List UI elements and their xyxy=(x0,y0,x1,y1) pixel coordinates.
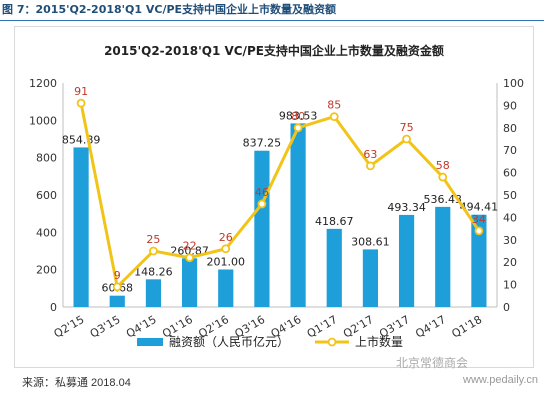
line-data-label: 58 xyxy=(436,159,450,172)
line-data-label: 9 xyxy=(114,269,121,282)
bar-data-label: 201.00 xyxy=(207,255,246,268)
chart: 2015'Q2-2018'Q1 VC/PE支持中国企业上市数量及融资金额 0 20… xyxy=(29,43,524,349)
line-point xyxy=(76,98,86,108)
legend-marker-line xyxy=(327,337,337,347)
bar-data-label: 148.26 xyxy=(134,265,173,278)
series-line xyxy=(79,102,481,289)
line-point xyxy=(329,112,339,121)
bar-data-label: 493.34 xyxy=(387,201,426,214)
line-data-label: 26 xyxy=(219,231,233,244)
bar-data-label: 308.61 xyxy=(351,235,390,248)
y-right-tick-label: 80 xyxy=(503,122,517,135)
line-point xyxy=(474,226,484,236)
y-left-tick-label: 0 xyxy=(50,301,57,314)
y-left-tick-label: 800 xyxy=(36,152,57,165)
watermark-url: www.pedaily.cn xyxy=(463,374,538,386)
x-tick-label: Q4'15 xyxy=(124,313,159,341)
y-right-tick-label: 100 xyxy=(503,77,524,90)
source-note: 来源：私募通 2018.04 xyxy=(22,377,131,389)
bar xyxy=(290,123,306,307)
line-point xyxy=(257,199,267,209)
watermark-logo: 北京常德商会 xyxy=(395,356,468,370)
line-point xyxy=(402,134,411,144)
line-point xyxy=(149,246,158,256)
line-data-label: 46 xyxy=(255,186,269,199)
line-data-label: 85 xyxy=(327,99,341,112)
y-left-tick-label: 1000 xyxy=(29,114,57,127)
bar xyxy=(471,214,487,307)
y-right-tick-label: 60 xyxy=(503,167,517,180)
bar-data-label: 837.25 xyxy=(243,137,282,150)
chart-frame: 2015'Q2-2018'Q1 VC/PE支持中国企业上市数量及融资金额 0 20… xyxy=(14,26,534,368)
y-left-tick-label: 200 xyxy=(36,264,57,277)
line-point xyxy=(112,282,122,292)
y-left-tick-label: 400 xyxy=(36,226,57,239)
line-point xyxy=(366,161,375,171)
legend-swatch-bar xyxy=(137,338,163,346)
line-data-label: 80 xyxy=(291,110,305,123)
bar xyxy=(254,150,270,307)
line-data-label: 22 xyxy=(183,240,197,253)
line-data-label: 25 xyxy=(146,233,160,246)
bar xyxy=(435,206,451,307)
bar xyxy=(73,147,89,307)
legend-label-bar: 融资额（人民币亿元） xyxy=(169,334,289,349)
bar-series: 854.8960.68148.26260.87201.00837.25983.5… xyxy=(62,109,498,307)
bar xyxy=(218,269,234,307)
y-right-tick-label: 20 xyxy=(503,256,517,269)
line-point xyxy=(438,172,448,182)
bar xyxy=(362,249,379,307)
bar xyxy=(181,258,198,307)
y-right-tick-label: 90 xyxy=(503,99,517,112)
line-data-label: 91 xyxy=(74,85,88,98)
x-tick-label: Q1'17 xyxy=(305,313,340,341)
legend: 融资额（人民币亿元） 上市数量 xyxy=(137,334,403,349)
y-right-tick-label: 30 xyxy=(503,234,517,247)
figure-caption: 图 7：2015'Q2-2018'Q1 VC/PE支持中国企业上市数量及融资额 xyxy=(2,3,337,16)
bar xyxy=(326,228,342,307)
y-right-tick-label: 50 xyxy=(503,189,517,202)
bar xyxy=(109,295,125,307)
bar-data-label: 418.67 xyxy=(315,215,354,228)
line-data-label: 63 xyxy=(363,148,377,161)
line-data-label: 34 xyxy=(472,213,486,226)
line-point xyxy=(221,244,231,254)
y-right-tick-label: 10 xyxy=(503,279,517,292)
line-point xyxy=(293,123,303,133)
chart-title: 2015'Q2-2018'Q1 VC/PE支持中国企业上市数量及融资金额 xyxy=(104,43,444,58)
bar-data-label: 983.53 xyxy=(279,109,318,122)
bar xyxy=(145,279,162,307)
y-right-tick-label: 70 xyxy=(503,144,517,157)
caption-divider xyxy=(0,20,544,21)
bar-data-label: 536.43 xyxy=(424,193,463,206)
line-series: 91 9 25 22 26 46 80 85 63 75 58 34 xyxy=(74,85,486,292)
line-point xyxy=(185,253,194,263)
y-left-tick-label: 1200 xyxy=(29,77,57,90)
y-left-tick-label: 600 xyxy=(36,189,57,202)
y-right-tick-label: 0 xyxy=(503,301,510,314)
bar-data-label: 494.41 xyxy=(460,201,499,214)
bar-data-label: 854.89 xyxy=(62,133,101,146)
y-right-tick-label: 40 xyxy=(503,211,517,224)
line-data-label: 75 xyxy=(400,121,414,134)
legend-label-line: 上市数量 xyxy=(355,334,403,349)
x-tick-label: Q3'15 xyxy=(88,313,123,341)
bar xyxy=(398,214,415,307)
x-tick-label: Q4'17 xyxy=(413,313,448,341)
x-tick-label: Q2'15 xyxy=(52,313,87,341)
x-tick-label: Q1'18 xyxy=(449,313,484,341)
